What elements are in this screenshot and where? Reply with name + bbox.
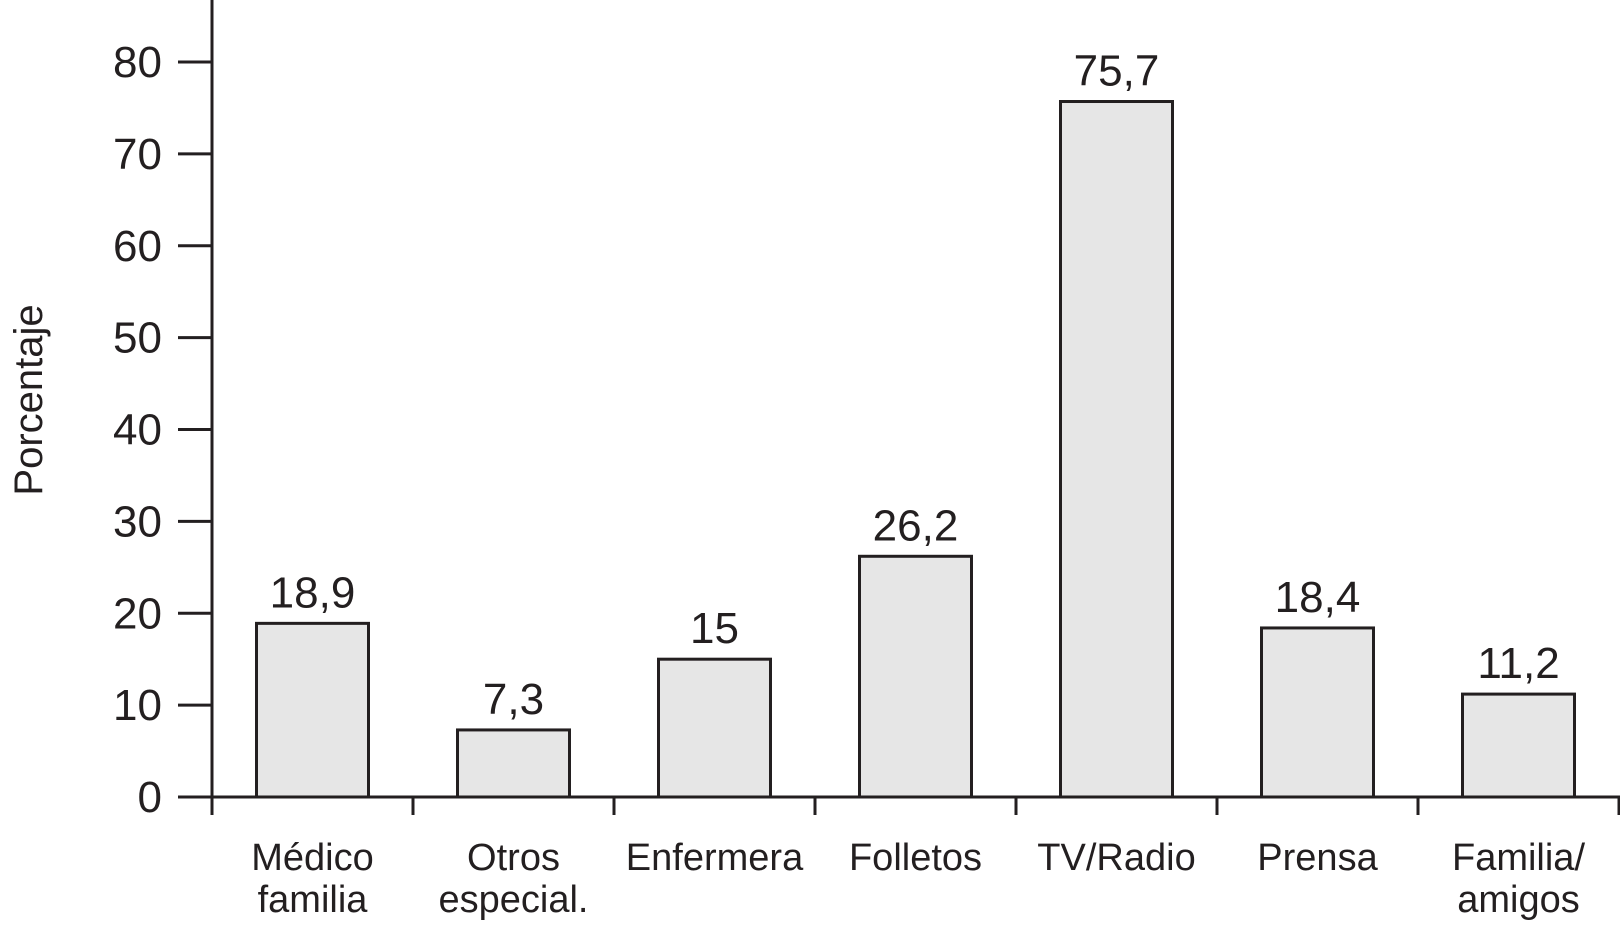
category-label: familia (258, 879, 369, 921)
data-label: 7,3 (483, 675, 544, 724)
y-axis: 0 10 20 30 40 50 60 70 80 (113, 0, 214, 822)
data-label: 15 (690, 604, 739, 653)
category-label: amigos (1457, 879, 1580, 921)
y-axis-title: Porcentaje (7, 304, 51, 495)
y-tick-label: 50 (113, 314, 162, 363)
bars (255, 100, 1576, 799)
bar (1059, 100, 1174, 799)
category-label: Prensa (1257, 837, 1378, 879)
bar (1260, 626, 1375, 799)
category-label: Médico (251, 837, 374, 879)
category-label: Enfermera (626, 837, 804, 879)
y-tick-label: 10 (113, 681, 162, 730)
data-label: 26,2 (873, 501, 959, 550)
y-tick-label: 40 (113, 406, 162, 455)
bar (1461, 692, 1576, 799)
category-label: TV/Radio (1037, 837, 1195, 879)
bar (858, 554, 973, 799)
category-label: Otros (467, 837, 560, 879)
bar (456, 728, 571, 799)
y-tick-label: 60 (113, 222, 162, 271)
bar (657, 657, 772, 799)
y-tick-label: 20 (113, 589, 162, 638)
x-axis (210, 795, 1620, 815)
y-tick-label: 80 (113, 38, 162, 87)
bar (255, 621, 370, 799)
category-label: Folletos (849, 837, 982, 879)
y-tick-label: 0 (138, 773, 162, 822)
data-labels: 18,9 7,3 15 26,2 75,7 18,4 11,2 (270, 47, 1560, 724)
y-tick-label: 30 (113, 497, 162, 546)
data-label: 75,7 (1074, 47, 1160, 96)
category-label: especial. (439, 879, 589, 921)
data-label: 11,2 (1477, 639, 1559, 688)
data-label: 18,9 (270, 568, 356, 617)
y-tick-label: 70 (113, 130, 162, 179)
data-label: 18,4 (1275, 573, 1361, 622)
category-label: Familia/ (1452, 837, 1585, 879)
